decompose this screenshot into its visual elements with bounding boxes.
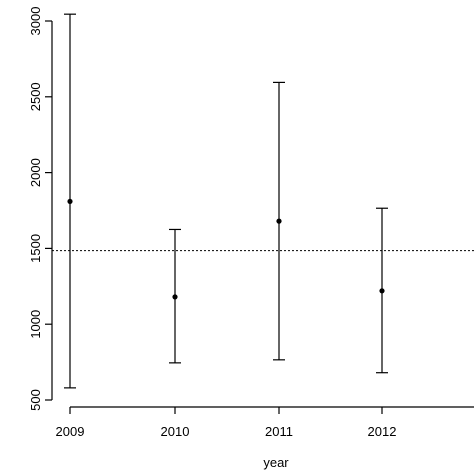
x-axis-title: year [263,455,289,470]
data-point-2012 [379,288,385,294]
x-tick-label: 2012 [368,424,397,439]
y-tick-label: 500 [28,389,43,411]
y-tick-label: 2000 [28,158,43,187]
plot-area [52,13,474,389]
y-tick-label: 1500 [28,234,43,263]
y-axis: 500 1000 1500 2000 2500 3000 [28,7,53,411]
x-axis: 20092010201120122 [56,406,474,439]
y-tick-label: 2500 [28,82,43,111]
x-tick-label: 2009 [56,424,85,439]
y-tick-label: 3000 [28,7,43,36]
data-point-2010 [172,294,178,300]
data-point-2009 [67,198,73,205]
x-tick-label: 2010 [161,424,190,439]
data-point-2011 [276,218,282,224]
y-tick-label: 1000 [28,310,43,339]
x-tick-label: 2011 [265,424,293,439]
